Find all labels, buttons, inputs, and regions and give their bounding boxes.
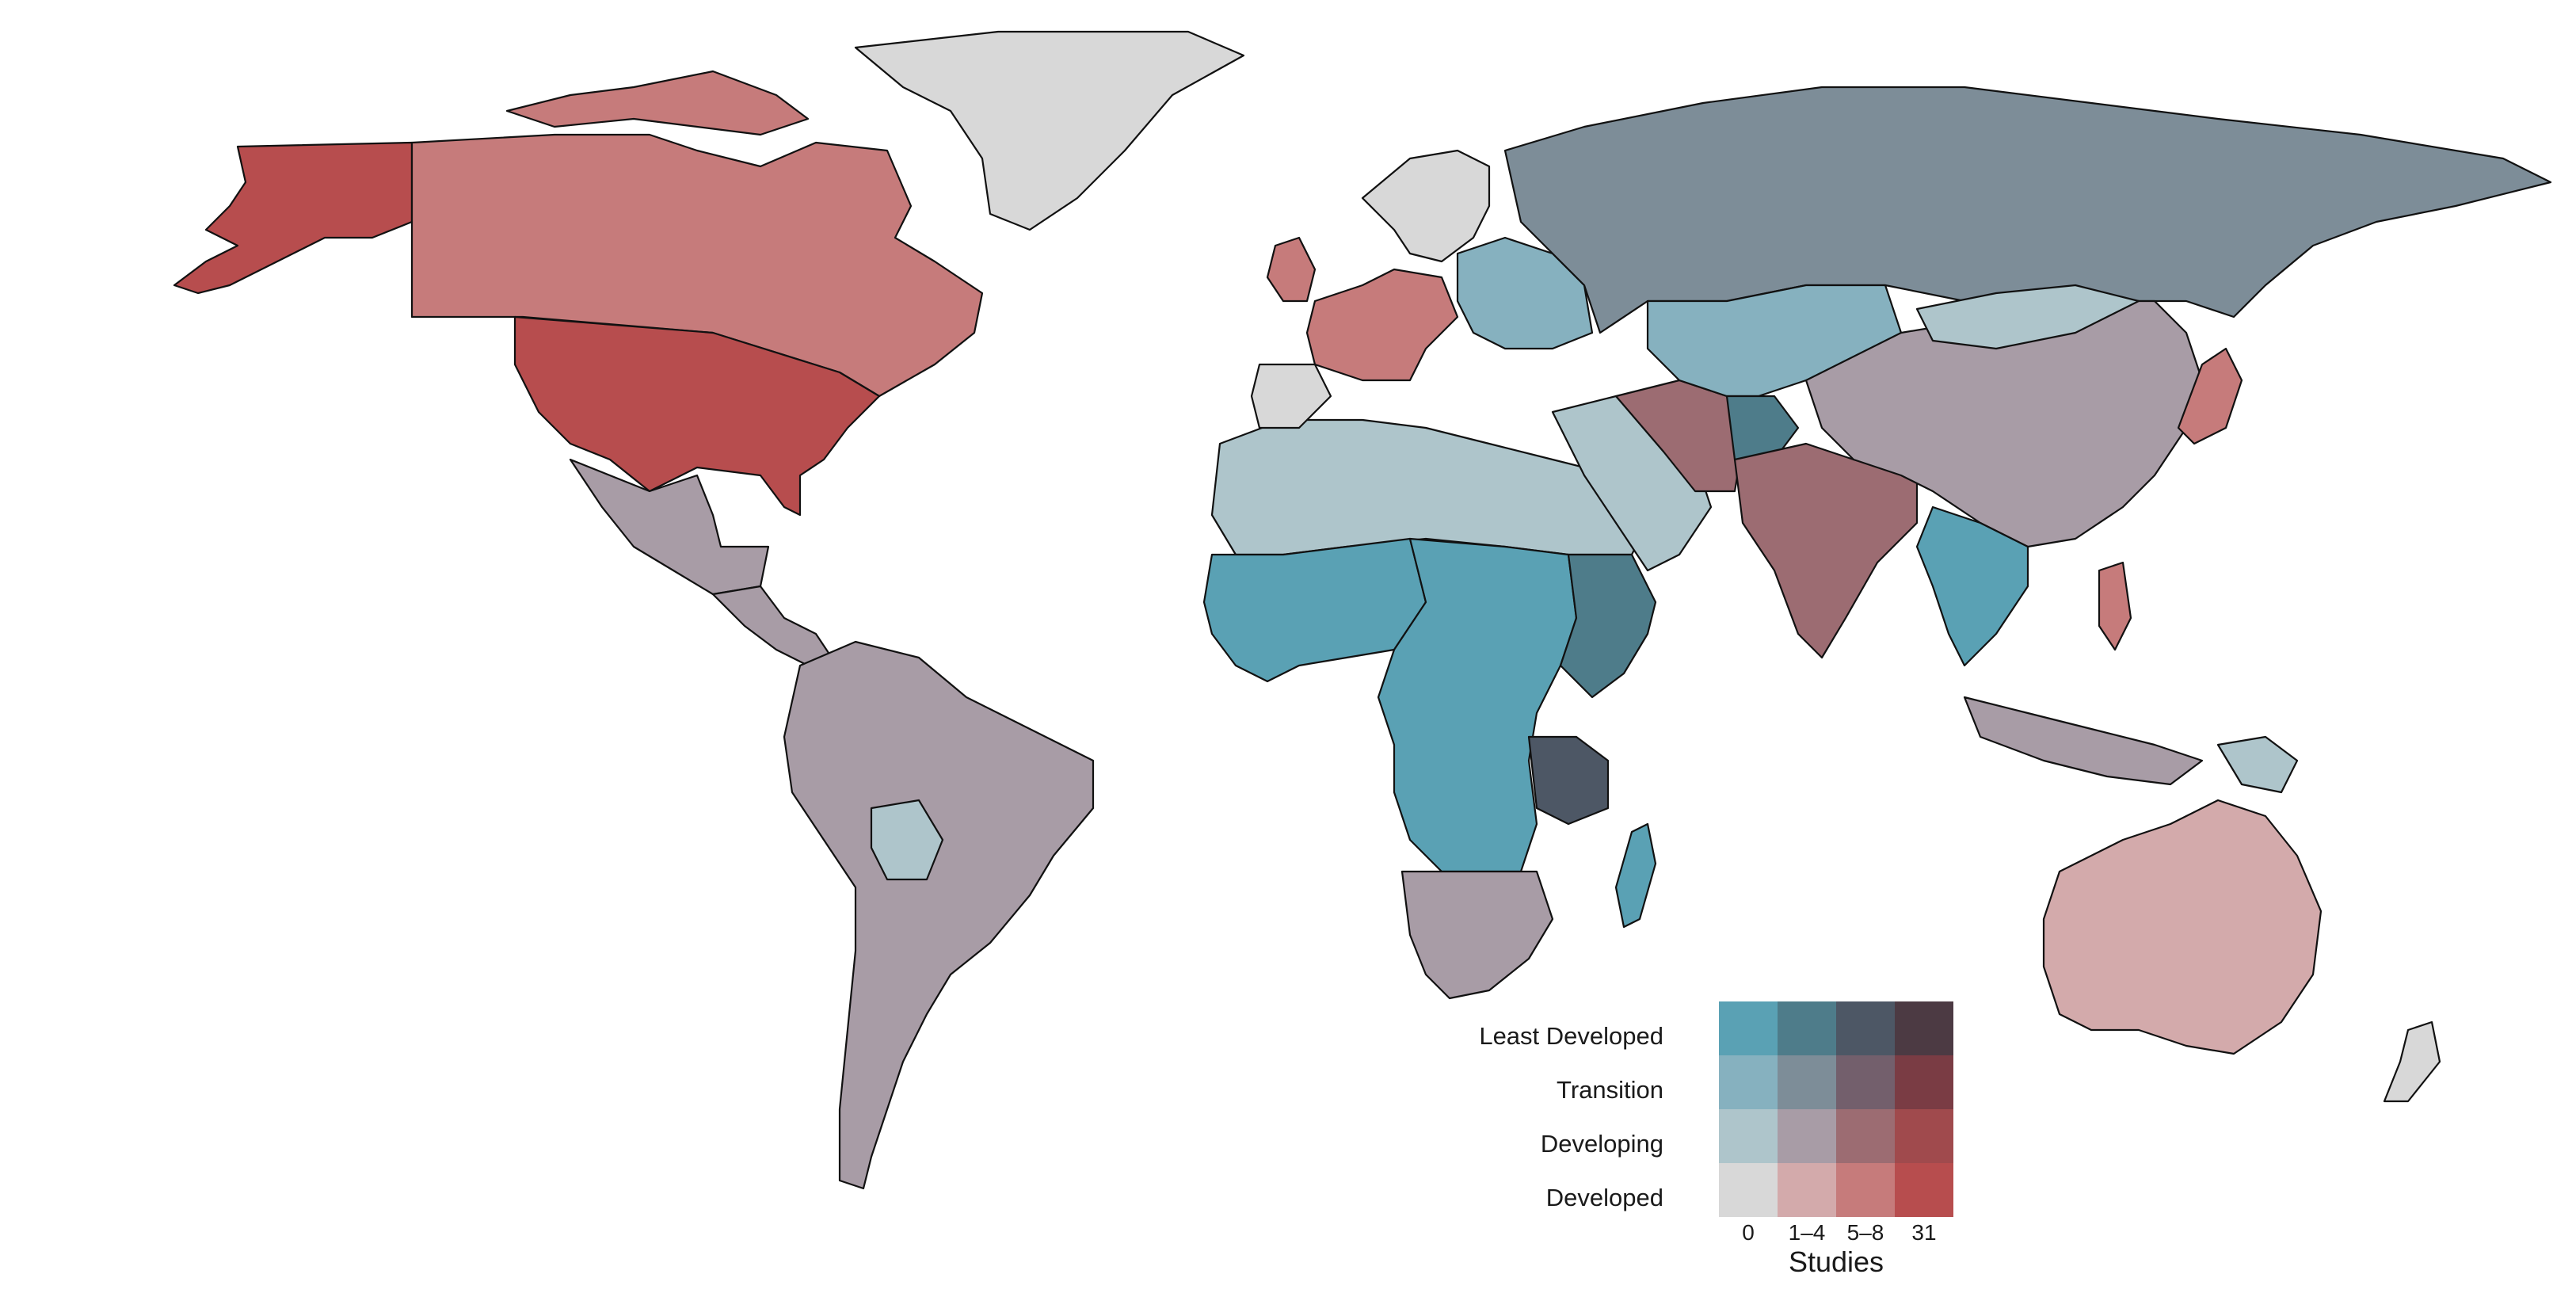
- country-mongolia: [1915, 284, 2140, 350]
- country-usa: [513, 315, 881, 517]
- country-india: [1733, 442, 1919, 659]
- country-greenland: [854, 30, 1245, 231]
- country-tanzania: [1527, 735, 1610, 826]
- country-new-zealand: [2383, 1020, 2441, 1103]
- country-mexico: [569, 458, 770, 596]
- country-alaska: [173, 141, 413, 295]
- country-southern-africa: [1400, 870, 1554, 1000]
- country-western-europe: [1305, 268, 1459, 382]
- country-south-america: [783, 640, 1095, 1190]
- country-east-africa: [1559, 553, 1657, 699]
- country-central-america: [711, 585, 833, 667]
- country-madagascar: [1614, 822, 1657, 929]
- country-australia: [2042, 799, 2323, 1055]
- country-west-africa: [1202, 537, 1427, 683]
- country-northern-europe: [1361, 149, 1491, 263]
- country-new-guinea: [2216, 735, 2299, 794]
- country-japan: [2177, 347, 2243, 445]
- country-philippines: [2098, 561, 2132, 651]
- country-bolivia: [870, 799, 944, 881]
- country-russia: [1503, 86, 2552, 334]
- country-uk: [1266, 236, 1317, 303]
- country-canada-islands: [505, 70, 810, 136]
- country-eastern-europe: [1456, 236, 1594, 350]
- country-indonesia: [1963, 696, 2204, 786]
- country-afghanistan: [1725, 395, 1800, 461]
- country-iberia: [1250, 363, 1332, 429]
- country-southeast-asia: [1915, 505, 2029, 667]
